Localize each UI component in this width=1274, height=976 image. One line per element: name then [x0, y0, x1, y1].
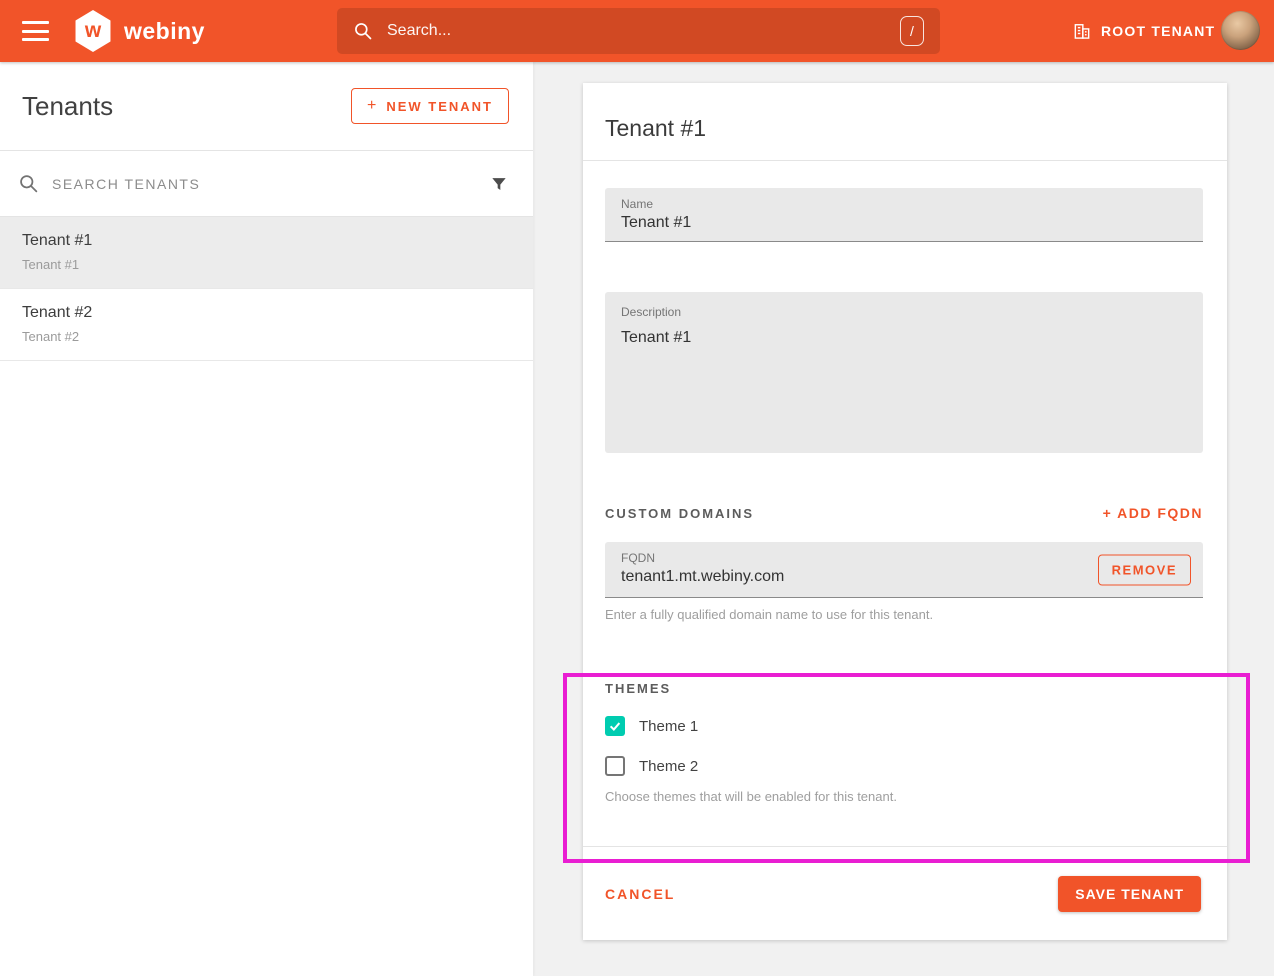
cancel-button[interactable]: CANCEL [605, 885, 676, 902]
themes-section: THEMES Theme 1 Theme 2 Choose themes tha… [605, 681, 1203, 804]
root-tenant-selector[interactable]: ROOT TENANT [1072, 0, 1215, 62]
logo-letter: w [84, 19, 102, 42]
description-input[interactable]: Tenant #1 [621, 329, 1187, 439]
new-tenant-button[interactable]: + NEW TENANT [350, 88, 509, 124]
tenant-form-card: Tenant #1 Name Description Tenant #1 CUS… [583, 83, 1227, 940]
fqdn-input[interactable] [621, 568, 1187, 596]
plus-icon: + [366, 97, 379, 114]
tenant-item-title: Tenant #2 [22, 304, 93, 321]
check-icon [609, 722, 621, 731]
name-field: Name [605, 188, 1203, 242]
fqdn-field: FQDN REMOVE [605, 542, 1203, 598]
theme2-checkbox[interactable] [605, 756, 625, 776]
theme1-checkbox[interactable] [605, 716, 625, 736]
add-fqdn-button[interactable]: + ADD FQDN [1102, 505, 1203, 521]
tenant-item-subtitle: Tenant #1 [22, 257, 80, 272]
tenant-search-bar [0, 151, 533, 217]
form-body: Name Description Tenant #1 CUSTOM DOMAIN… [583, 161, 1227, 846]
fqdn-helper-text: Enter a fully qualified domain name to u… [605, 607, 934, 622]
webiny-hexagon-icon: w [75, 10, 111, 52]
top-app-bar: w webiny / ROOT TENANT [0, 0, 1274, 62]
tenant-list-item[interactable]: Tenant #2 Tenant #2 [0, 289, 533, 361]
global-search-bar: / [337, 8, 940, 54]
description-field-label: Description [621, 305, 682, 319]
search-icon [20, 175, 38, 193]
custom-domains-label: CUSTOM DOMAINS [605, 506, 755, 521]
tenant-list-panel: Tenants + NEW TENANT Tenant #1 Tenant #1… [0, 62, 533, 976]
theme-option-row[interactable]: Theme 2 [605, 756, 1203, 776]
keyboard-shortcut-badge: / [900, 16, 924, 46]
new-tenant-label: NEW TENANT [386, 98, 493, 114]
themes-helper-text: Choose themes that will be enabled for t… [605, 789, 897, 804]
tenant-item-subtitle: Tenant #2 [22, 329, 80, 344]
save-tenant-button[interactable]: SAVE TENANT [1058, 875, 1201, 912]
tenant-list-header: Tenants + NEW TENANT [0, 62, 533, 151]
remove-fqdn-button[interactable]: REMOVE [1097, 554, 1191, 585]
webiny-logo[interactable]: w webiny [74, 0, 205, 62]
name-field-label: Name [621, 197, 654, 211]
name-input[interactable] [621, 214, 1187, 242]
root-tenant-label: ROOT TENANT [1101, 23, 1216, 39]
search-icon [355, 23, 372, 40]
theme-option-label: Theme 1 [639, 717, 699, 735]
fqdn-field-label: FQDN [621, 551, 655, 565]
filter-icon[interactable] [489, 174, 509, 194]
tenant-detail-area: Tenant #1 Name Description Tenant #1 CUS… [533, 62, 1274, 976]
form-header: Tenant #1 [583, 83, 1227, 161]
page-title: Tenants [22, 90, 114, 121]
user-avatar[interactable] [1221, 11, 1260, 50]
tenant-list-item[interactable]: Tenant #1 Tenant #1 [0, 217, 533, 289]
form-title: Tenant #1 [605, 115, 707, 141]
menu-icon[interactable] [22, 21, 49, 41]
building-icon [1074, 24, 1090, 39]
themes-label: THEMES [605, 681, 672, 696]
global-search-input[interactable] [387, 22, 900, 40]
tenant-item-title: Tenant #1 [22, 232, 93, 249]
theme-option-row[interactable]: Theme 1 [605, 716, 1203, 736]
description-field: Description Tenant #1 [605, 292, 1203, 453]
theme-option-label: Theme 2 [639, 757, 699, 775]
custom-domains-header: CUSTOM DOMAINS + ADD FQDN [605, 505, 1203, 521]
form-footer: CANCEL SAVE TENANT [583, 846, 1227, 940]
tenant-search-input[interactable] [52, 175, 489, 192]
brand-text: webiny [124, 17, 205, 44]
